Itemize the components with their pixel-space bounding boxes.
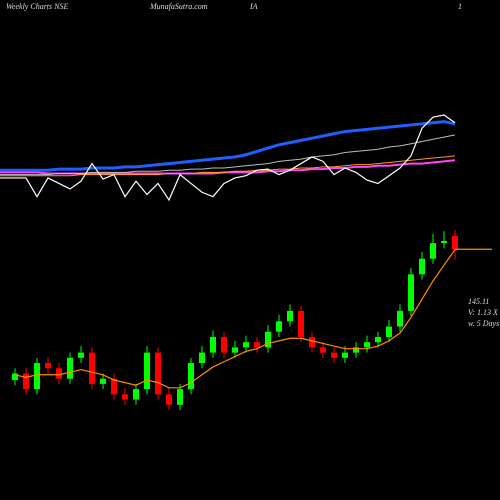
candle-body <box>419 258 425 275</box>
corner-label: 1 <box>458 2 462 11</box>
candle-body <box>375 336 381 343</box>
candle-body <box>155 352 161 395</box>
candle-body <box>34 363 40 390</box>
candle-body <box>89 352 95 384</box>
candle-body <box>210 336 216 353</box>
candle-body <box>56 368 62 379</box>
candle-body <box>254 342 260 348</box>
candle-body <box>122 394 128 400</box>
candle-body <box>298 310 304 337</box>
candle-body <box>188 363 194 390</box>
candle-body <box>166 394 172 405</box>
candle-body <box>397 310 403 327</box>
candle-body <box>386 326 392 337</box>
candle-body <box>408 274 414 311</box>
indicator-line <box>0 120 456 172</box>
candle-body <box>177 389 183 405</box>
source: MunafaSutra.com <box>149 2 208 11</box>
candle-body <box>276 321 282 332</box>
last-price: 145.11 <box>468 297 489 306</box>
candle-body <box>243 342 249 348</box>
symbol: IA <box>249 2 258 11</box>
candle-body <box>342 352 348 358</box>
candle-body <box>441 240 447 244</box>
candle-body <box>111 378 117 395</box>
candle-body <box>430 243 436 259</box>
candle-body <box>199 352 205 364</box>
candle-body <box>232 347 238 353</box>
candle-body <box>287 310 293 322</box>
indicator-line <box>0 114 456 202</box>
indicator-line <box>0 134 456 176</box>
candle-body <box>144 352 150 390</box>
period-note: w. 5 Days <box>468 319 499 328</box>
candle-body <box>331 352 337 358</box>
candle-body <box>12 373 18 380</box>
volume-note: V: 1.13 X <box>468 308 499 317</box>
candle-body <box>78 352 84 358</box>
candle-body <box>353 347 359 353</box>
candle-body <box>309 336 315 348</box>
candle-body <box>452 236 458 250</box>
candle-body <box>23 373 29 390</box>
candle-body <box>133 389 139 400</box>
candle-body <box>364 342 370 348</box>
moving-average <box>14 249 456 389</box>
chart-title: Weekly Charts NSE <box>6 2 68 11</box>
candle-body <box>320 347 326 353</box>
candle-body <box>67 357 73 379</box>
indicator-line <box>0 155 456 177</box>
candle-body <box>265 331 271 348</box>
candle-body <box>221 336 227 353</box>
candle-body <box>100 378 106 384</box>
candle-body <box>45 363 51 369</box>
